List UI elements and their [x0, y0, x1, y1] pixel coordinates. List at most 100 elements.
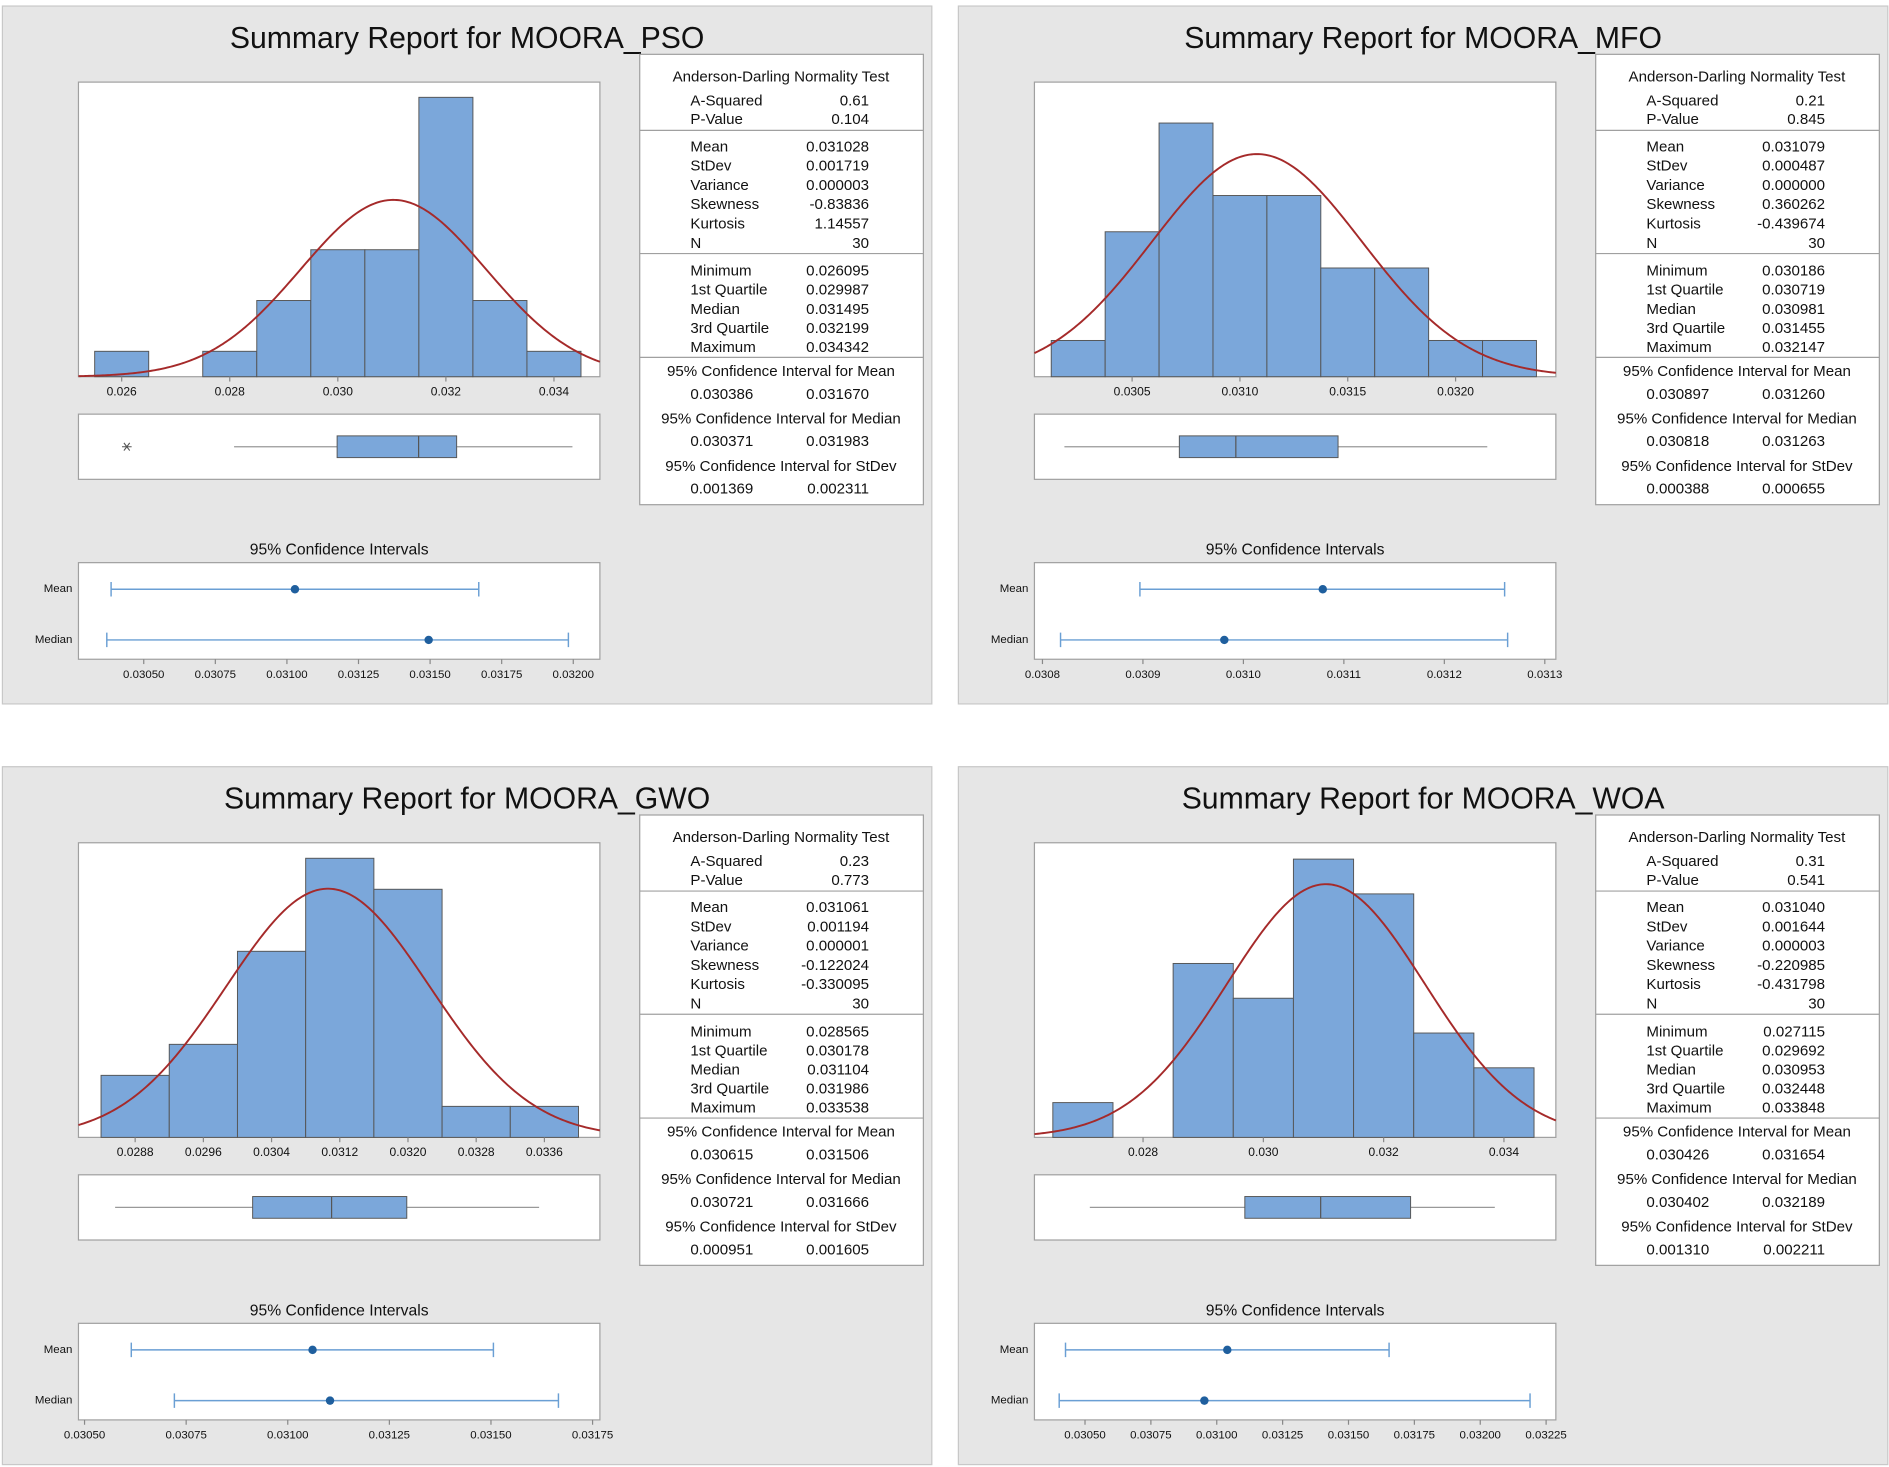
interval-high: 0.032189 — [1762, 1194, 1825, 1211]
ci-point — [1223, 1345, 1232, 1355]
box — [1244, 1196, 1412, 1219]
stat-name: A-Squared — [690, 92, 762, 109]
histogram-bar — [1232, 997, 1294, 1138]
stat-value: 0.030178 — [806, 1042, 869, 1059]
stat-value: 0.030719 — [1762, 282, 1825, 299]
stat-name: A-Squared — [690, 853, 762, 870]
x-tick-label: 0.0296 — [185, 1145, 222, 1159]
stat-name: Kurtosis — [1646, 216, 1700, 233]
stat-name: N — [1646, 235, 1657, 252]
normal-curve — [78, 887, 601, 1132]
x-tick-label: 0.0320 — [390, 1145, 427, 1159]
interval-title: 95% Confidence Interval for Median — [661, 410, 901, 427]
normal-curve — [78, 198, 601, 378]
stat-value: 0.030186 — [1762, 263, 1825, 280]
ci-frame — [1033, 562, 1557, 660]
histogram-bar — [1172, 962, 1234, 1138]
x-tick-label: 0.03175 — [481, 669, 522, 681]
stat-value: 0.21 — [1796, 92, 1825, 109]
x-tick-label: 0.03150 — [1328, 1430, 1369, 1442]
stat-name: 1st Quartile — [690, 282, 767, 299]
stat-name: Kurtosis — [690, 976, 744, 993]
interval-title: 95% Confidence Interval for StDev — [1621, 458, 1853, 475]
stat-value: 0.031104 — [807, 1061, 869, 1078]
interval-title: 95% Confidence Interval for Median — [1617, 410, 1857, 427]
stat-value: 0.000003 — [1762, 938, 1825, 955]
x-tick-label: 0.032 — [1369, 1145, 1399, 1159]
stat-name: Minimum — [1646, 263, 1707, 280]
stat-value: 0.031986 — [806, 1081, 869, 1098]
stat-name: N — [690, 235, 701, 252]
histogram-bar — [1158, 122, 1214, 378]
ci-row-label: Median — [991, 634, 1029, 646]
stat-name: Skewness — [1646, 196, 1715, 213]
interval-low: 0.030402 — [1646, 1194, 1709, 1211]
interval-title: 95% Confidence Interval for StDev — [1621, 1218, 1853, 1235]
box — [252, 1196, 408, 1219]
histogram-bar — [1428, 339, 1484, 378]
histogram-bar — [418, 96, 474, 378]
ci-frame — [1033, 1322, 1557, 1421]
stat-name: 3rd Quartile — [690, 1081, 769, 1098]
interval-low: 0.030818 — [1646, 433, 1709, 450]
stats-table — [1595, 814, 1880, 1266]
histogram-bar — [1266, 195, 1322, 378]
stat-value: -0.330095 — [801, 976, 869, 993]
stat-name: StDev — [1646, 918, 1688, 935]
stat-name: Maximum — [1646, 339, 1711, 356]
stat-value: 30 — [1808, 235, 1825, 252]
x-tick-label: 0.0311 — [1327, 669, 1361, 681]
x-tick-label: 0.03075 — [165, 1430, 206, 1442]
x-tick-label: 0.03150 — [470, 1430, 511, 1442]
stats-table — [1595, 53, 1880, 506]
x-tick-label: 0.03200 — [553, 669, 594, 681]
panel-title: Summary Report for MOORA_WOA — [1182, 782, 1666, 815]
stat-name: Kurtosis — [690, 216, 744, 233]
stat-value: 0.000487 — [1762, 158, 1825, 175]
x-tick-label: 0.030 — [323, 385, 353, 399]
box — [1178, 435, 1339, 459]
interval-high: 0.002211 — [1763, 1241, 1825, 1258]
stat-value: 0.104 — [831, 111, 869, 128]
stat-value: 0.31 — [1796, 853, 1825, 870]
x-tick-label: 0.03050 — [64, 1430, 105, 1442]
stat-value: 0.001644 — [1762, 918, 1825, 935]
x-tick-label: 0.032 — [431, 385, 461, 399]
interval-high: 0.031666 — [806, 1194, 869, 1211]
stat-name: Mean — [1646, 138, 1684, 155]
stat-value: 0.033538 — [806, 1100, 869, 1117]
stat-value: 0.031079 — [1762, 138, 1825, 155]
x-tick-label: 0.03100 — [1196, 1430, 1237, 1442]
stat-name: 3rd Quartile — [1646, 1081, 1725, 1098]
stat-name: 1st Quartile — [690, 1042, 767, 1059]
histogram-bar — [1212, 195, 1268, 378]
stat-value: 0.773 — [831, 872, 869, 889]
interval-high: 0.031506 — [806, 1146, 869, 1163]
stat-name: Minimum — [690, 1023, 751, 1040]
x-tick-label: 0.028 — [215, 385, 245, 399]
ci-point — [1200, 1396, 1209, 1405]
interval-low: 0.001310 — [1646, 1241, 1709, 1258]
stat-name: Mean — [690, 899, 728, 916]
stat-value: 0.030953 — [1762, 1061, 1825, 1078]
stat-value: 30 — [1808, 996, 1825, 1013]
ci-interval — [1059, 632, 1509, 648]
interval-low: 0.000951 — [690, 1241, 753, 1258]
histogram-bar — [1104, 231, 1160, 378]
histogram-bar — [441, 1105, 511, 1138]
histogram-bar — [1050, 339, 1106, 378]
stat-value: 0.001719 — [806, 158, 869, 175]
stat-name: N — [1646, 996, 1657, 1013]
stat-value: -0.122024 — [801, 957, 869, 974]
interval-high: 0.031263 — [1762, 433, 1825, 450]
interval-high: 0.031983 — [806, 433, 869, 450]
interval-title: 95% Confidence Interval for Mean — [1623, 1124, 1851, 1141]
stat-value: 30 — [852, 996, 869, 1013]
stat-value: 0.360262 — [1762, 196, 1825, 213]
stat-value: 0.001194 — [807, 918, 869, 935]
ci-frame — [77, 1322, 601, 1421]
x-tick-label: 0.0320 — [1437, 385, 1474, 399]
interval-low: 0.000388 — [1646, 481, 1709, 498]
ci-point — [424, 635, 433, 645]
stat-value: 1.14557 — [815, 216, 870, 233]
